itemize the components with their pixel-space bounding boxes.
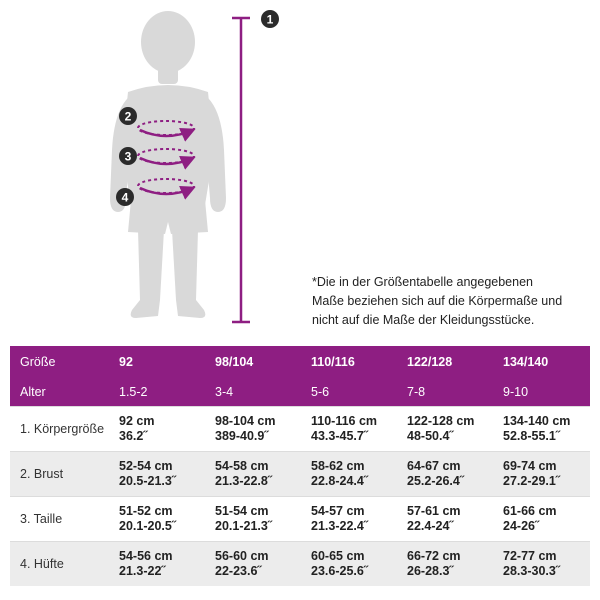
- size-table: Größe 92 98/104 110/116 122/128 134/140 …: [10, 346, 590, 586]
- note-line-3: nicht auf die Maße der Kleidungsstücke.: [312, 313, 535, 327]
- badge-waist-number: 3: [125, 150, 132, 164]
- table-cell: 51-54 cm 20.1-21.3˝: [205, 496, 301, 542]
- table-cell: 61-66 cm 24-26˝: [493, 496, 590, 542]
- badge-chest-number: 2: [125, 110, 132, 124]
- size-note: *Die in der Größentabelle angegebenen Ma…: [312, 273, 592, 330]
- badge-height: 1: [261, 10, 279, 28]
- size-header-row: Größe 92 98/104 110/116 122/128 134/140: [10, 346, 590, 378]
- size-92: 92: [119, 355, 133, 369]
- table-cell: 54-58 cm 21.3-22.8˝: [205, 451, 301, 497]
- note-line-2: Maße beziehen sich auf die Körpermaße un…: [312, 294, 563, 308]
- row-label: 4. Hüfte: [10, 541, 109, 586]
- size-122-128: 122/128: [407, 355, 453, 369]
- age-label: Alter: [20, 385, 46, 399]
- size-134-140: 134/140: [503, 355, 549, 369]
- badge-hip: 4: [116, 188, 134, 206]
- measurement-figure: 1 2 3 4: [110, 10, 279, 324]
- badge-chest: 2: [119, 107, 137, 125]
- table-cell: 60-65 cm 23.6-25.6˝: [301, 541, 397, 586]
- size-110-116: 110/116: [311, 355, 355, 369]
- table-row-hip: 4. Hüfte 54-56 cm 21.3-22˝ 56-60 cm 22-23.…: [10, 541, 590, 586]
- table-cell: 134-140 cm 52.8-55.1˝: [493, 406, 590, 452]
- table-cell: 56-60 cm 22-23.6˝: [205, 541, 301, 586]
- age-header-row: Alter 1.5-2 3-4 5-6 7-8 9-10: [10, 378, 590, 407]
- table-row-height: 1. Körpergröße 92 cm 36.2˝ 98-104 cm 389-4…: [10, 406, 590, 452]
- hip-loop: [137, 178, 196, 200]
- table-cell: 98-104 cm 389-40.9˝: [205, 406, 301, 452]
- table-cell: 72-77 cm 28.3-30.3˝: [493, 541, 590, 586]
- table-cell: 122-128 cm 48-50.4˝: [397, 406, 493, 452]
- badge-hip-number: 4: [122, 191, 129, 205]
- age-cell: 7-8: [407, 385, 426, 399]
- row-label: 3. Taille: [10, 496, 109, 542]
- table-cell: 57-61 cm 22.4-24˝: [397, 496, 493, 542]
- table-cell: 92 cm 36.2˝: [109, 406, 205, 452]
- row-label: 1. Körpergröße: [10, 406, 109, 452]
- table-row-waist: 3. Taille 51-52 cm 20.1-20.5˝ 51-54 cm 20.…: [10, 496, 590, 542]
- table-cell: 58-62 cm 22.8-24.4˝: [301, 451, 397, 497]
- table-row-chest: 2. Brust 52-54 cm 20.5-21.3˝ 54-58 cm 21.3…: [10, 451, 590, 497]
- note-line-1: *Die in der Größentabelle angegebenen: [312, 275, 533, 289]
- table-cell: 51-52 cm 20.1-20.5˝: [109, 496, 205, 542]
- size-98-104: 98/104: [215, 355, 254, 369]
- table-cell: 52-54 cm 20.5-21.3˝: [109, 451, 205, 497]
- waist-loop: [137, 148, 196, 170]
- height-line: [232, 16, 250, 324]
- age-cell: 5-6: [311, 385, 330, 399]
- badge-height-number: 1: [267, 13, 274, 27]
- table-cell: 64-67 cm 25.2-26.4˝: [397, 451, 493, 497]
- table-cell: 54-57 cm 21.3-22.4˝: [301, 496, 397, 542]
- age-cell: 3-4: [215, 385, 234, 399]
- table-cell: 54-56 cm 21.3-22˝: [109, 541, 205, 586]
- table-cell: 69-74 cm 27.2-29.1˝: [493, 451, 590, 497]
- age-cell: 1.5-2: [119, 385, 148, 399]
- table-cell: 66-72 cm 26-28.3˝: [397, 541, 493, 586]
- chest-loop: [137, 120, 196, 142]
- size-label: Größe: [20, 355, 56, 369]
- table-cell: 110-116 cm 43.3-45.7˝: [301, 406, 397, 452]
- row-label: 2. Brust: [10, 451, 109, 497]
- badge-waist: 3: [119, 147, 137, 165]
- age-cell: 9-10: [503, 385, 529, 399]
